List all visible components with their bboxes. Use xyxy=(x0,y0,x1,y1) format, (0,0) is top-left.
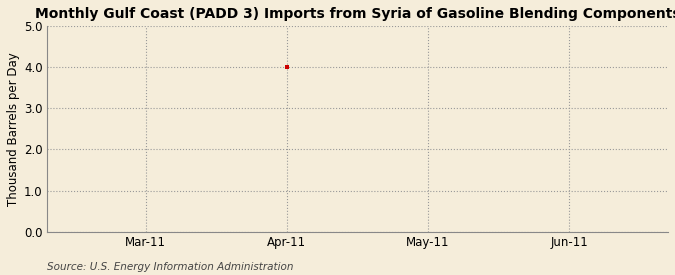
Title: Monthly Gulf Coast (PADD 3) Imports from Syria of Gasoline Blending Components: Monthly Gulf Coast (PADD 3) Imports from… xyxy=(34,7,675,21)
Y-axis label: Thousand Barrels per Day: Thousand Barrels per Day xyxy=(7,52,20,206)
Text: Source: U.S. Energy Information Administration: Source: U.S. Energy Information Administ… xyxy=(47,262,294,272)
